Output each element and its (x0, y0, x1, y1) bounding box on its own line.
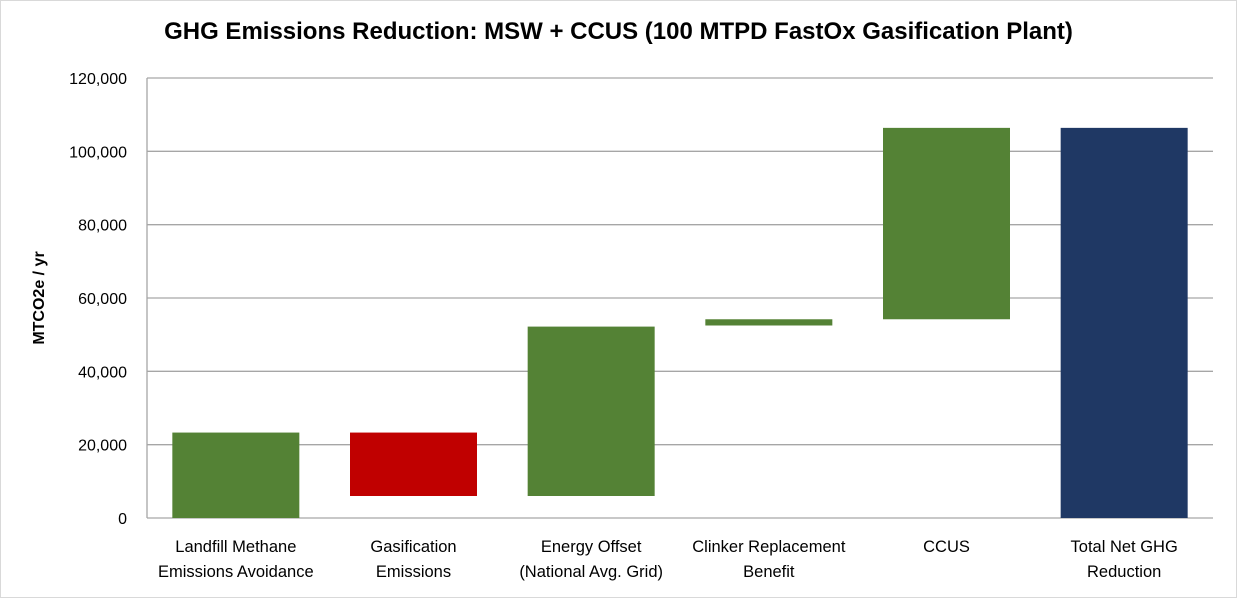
y-tick-label: 60,000 (78, 291, 127, 308)
bar (172, 432, 300, 518)
y-tick-label: 100,000 (69, 144, 127, 161)
x-category-label: CCUS (923, 538, 970, 556)
chart-title: GHG Emissions Reduction: MSW + CCUS (100… (164, 18, 1073, 45)
bar (883, 127, 1010, 320)
y-tick-label: 0 (118, 511, 127, 528)
bar (350, 432, 477, 496)
y-tick-label: 20,000 (78, 438, 127, 455)
y-tick-label: 40,000 (78, 364, 127, 381)
y-tick-label: 120,000 (69, 71, 127, 88)
gridlines (146, 77, 1213, 519)
bar (705, 319, 833, 326)
y-axis-ticks: 0 20,000 40,000 60,000 80,000 100,000 120,000 (69, 71, 127, 528)
x-category-label: Gasification Emissions (370, 538, 456, 581)
x-axis-labels: Landfill Methane Emissions Avoidance Gasif… (158, 538, 1178, 581)
x-category-label: Clinker Replacement Benefit (692, 538, 846, 581)
bar (1060, 127, 1188, 518)
y-tick-label: 80,000 (78, 218, 127, 235)
x-category-label: Total Net GHG Reduction (1071, 538, 1178, 581)
bars (172, 127, 1188, 518)
x-category-label: Energy Offset (National Avg. Grid) (519, 538, 663, 581)
x-category-label: Landfill Methane Emissions Avoidance (158, 538, 314, 581)
bar (527, 326, 655, 496)
